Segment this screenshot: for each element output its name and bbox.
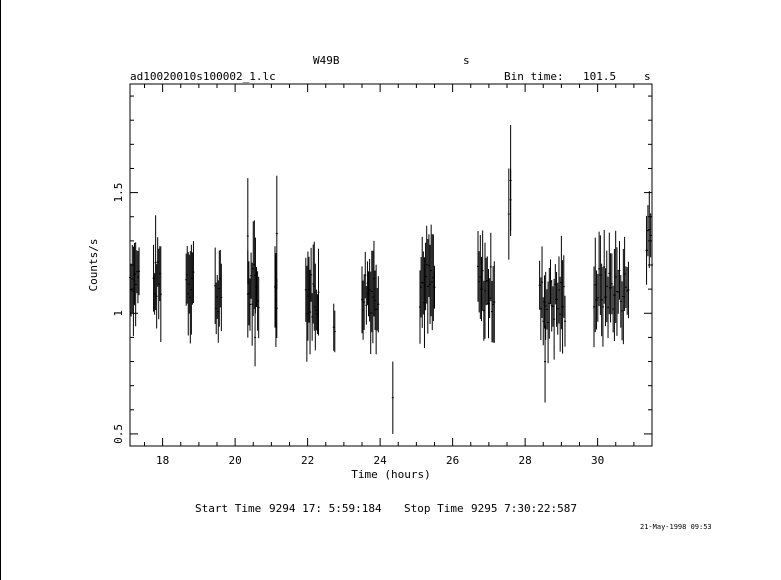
y-tick-label: 1.5: [112, 183, 125, 203]
bin-time-label: Bin time:: [504, 70, 564, 83]
x-tick-label: 28: [519, 454, 532, 467]
x-tick-label: 24: [374, 454, 388, 467]
units-label-top: s: [463, 54, 470, 67]
object-name: W49B: [313, 54, 340, 67]
x-tick-label: 30: [591, 454, 604, 467]
y-tick-label: 0.5: [112, 424, 125, 444]
y-axis-label: Counts/s: [87, 239, 100, 292]
start-time-label: Start Time: [195, 502, 261, 515]
data-marks: [129, 125, 653, 434]
start-time-value: 9294 17: 5:59:184: [269, 502, 382, 515]
x-tick-label: 22: [301, 454, 314, 467]
bin-time-value: 101.5: [583, 70, 616, 83]
x-tick-label: 26: [446, 454, 459, 467]
plot-timestamp: 21-May-1998 09:53: [640, 523, 712, 531]
x-tick-label: 20: [229, 454, 242, 467]
y-tick-label: 1: [112, 310, 125, 317]
stop-time-value: 9295 7:30:22:587: [471, 502, 577, 515]
bin-time-unit: s: [644, 70, 651, 83]
x-tick-label: 18: [156, 454, 169, 467]
file-name: ad10020010s100002_1.lc: [130, 70, 276, 83]
axis-tick-labels: 18 20 22 24 26 28 30 0.5 1 1.5: [112, 183, 604, 467]
axis-ticks: [130, 84, 653, 446]
plot-frame: [129, 83, 653, 447]
x-axis-label: Time (hours): [351, 468, 430, 481]
left-border-line: [0, 0, 1, 580]
stop-time-label: Stop Time: [404, 502, 464, 515]
